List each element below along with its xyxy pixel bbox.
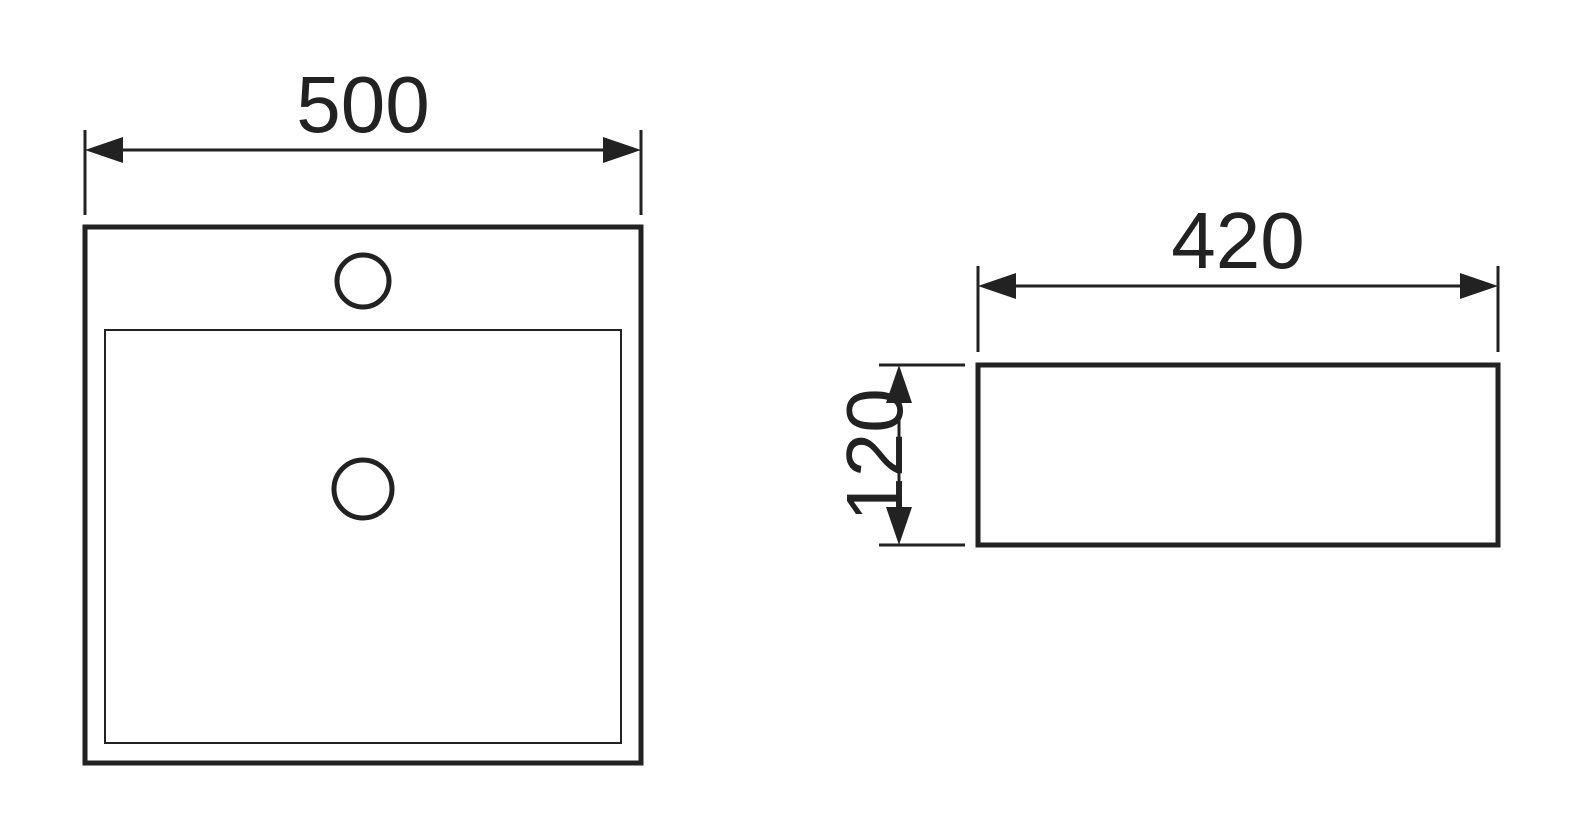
top-view-basin xyxy=(105,330,621,743)
tap-hole xyxy=(337,255,389,307)
dim-label-500: 500 xyxy=(296,60,429,149)
dim-label-120: 120 xyxy=(830,388,919,521)
side-view-outline xyxy=(978,365,1498,545)
drain-hole xyxy=(334,460,392,518)
dim-label-420: 420 xyxy=(1171,196,1304,285)
